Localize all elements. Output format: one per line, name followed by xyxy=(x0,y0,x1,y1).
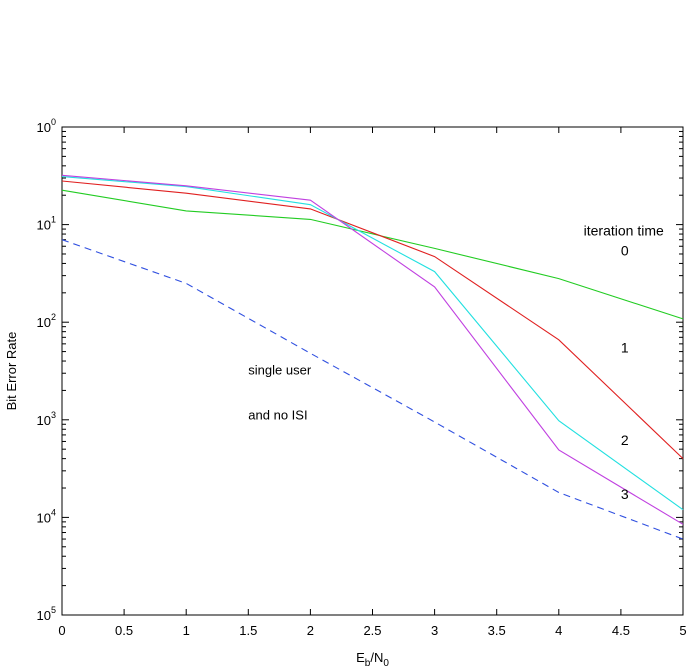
ticks-group xyxy=(61,126,684,616)
x-tick-label: 5 xyxy=(679,623,686,638)
series-group xyxy=(61,174,684,540)
x-tick-label: 0 xyxy=(58,623,65,638)
iteration-time-header: iteration time xyxy=(584,223,664,239)
x-tick-label: 0.5 xyxy=(115,623,133,638)
x-axis-label: Eb/N0 xyxy=(356,650,389,669)
x-tick-label: 1 xyxy=(183,623,190,638)
x-tick-label: 2 xyxy=(307,623,314,638)
iteration-label: 2 xyxy=(621,432,629,448)
x-tick-label: 2.5 xyxy=(363,623,381,638)
y-tick-label: 101 xyxy=(37,215,56,233)
x-tick-label: 4.5 xyxy=(612,623,630,638)
plot-frame xyxy=(61,126,684,616)
y-tick-label: 100 xyxy=(37,117,56,135)
x-tick-label: 4 xyxy=(555,623,562,638)
iteration-label: 3 xyxy=(621,486,629,502)
y-tick-label: 102 xyxy=(37,312,56,330)
x-tick-label: 3 xyxy=(431,623,438,638)
iteration-label: 1 xyxy=(621,339,629,355)
x-tick-label: 3.5 xyxy=(488,623,506,638)
single-user-annotation: single user xyxy=(248,363,312,378)
series-line-single-user xyxy=(61,239,684,540)
series-line-iteration-2 xyxy=(61,176,684,511)
y-tick-label: 105 xyxy=(37,605,56,623)
x-tick-label: 1.5 xyxy=(239,623,257,638)
iteration-label: 0 xyxy=(621,243,629,259)
series-line-iteration-3 xyxy=(61,174,684,525)
y-tick-label: 103 xyxy=(37,410,56,428)
series-line-iteration-1 xyxy=(61,180,684,459)
labels-group: 0 0.5 1 1.5 2 2.5 3 3.5 4 4.5 5100101102103104105i… xyxy=(4,117,687,669)
y-axis-label: Bit Error Rate xyxy=(4,332,19,411)
single-user-annotation: and no ISI xyxy=(248,407,307,422)
y-tick-label: 104 xyxy=(37,507,56,525)
series-line-iteration-0 xyxy=(61,189,684,320)
